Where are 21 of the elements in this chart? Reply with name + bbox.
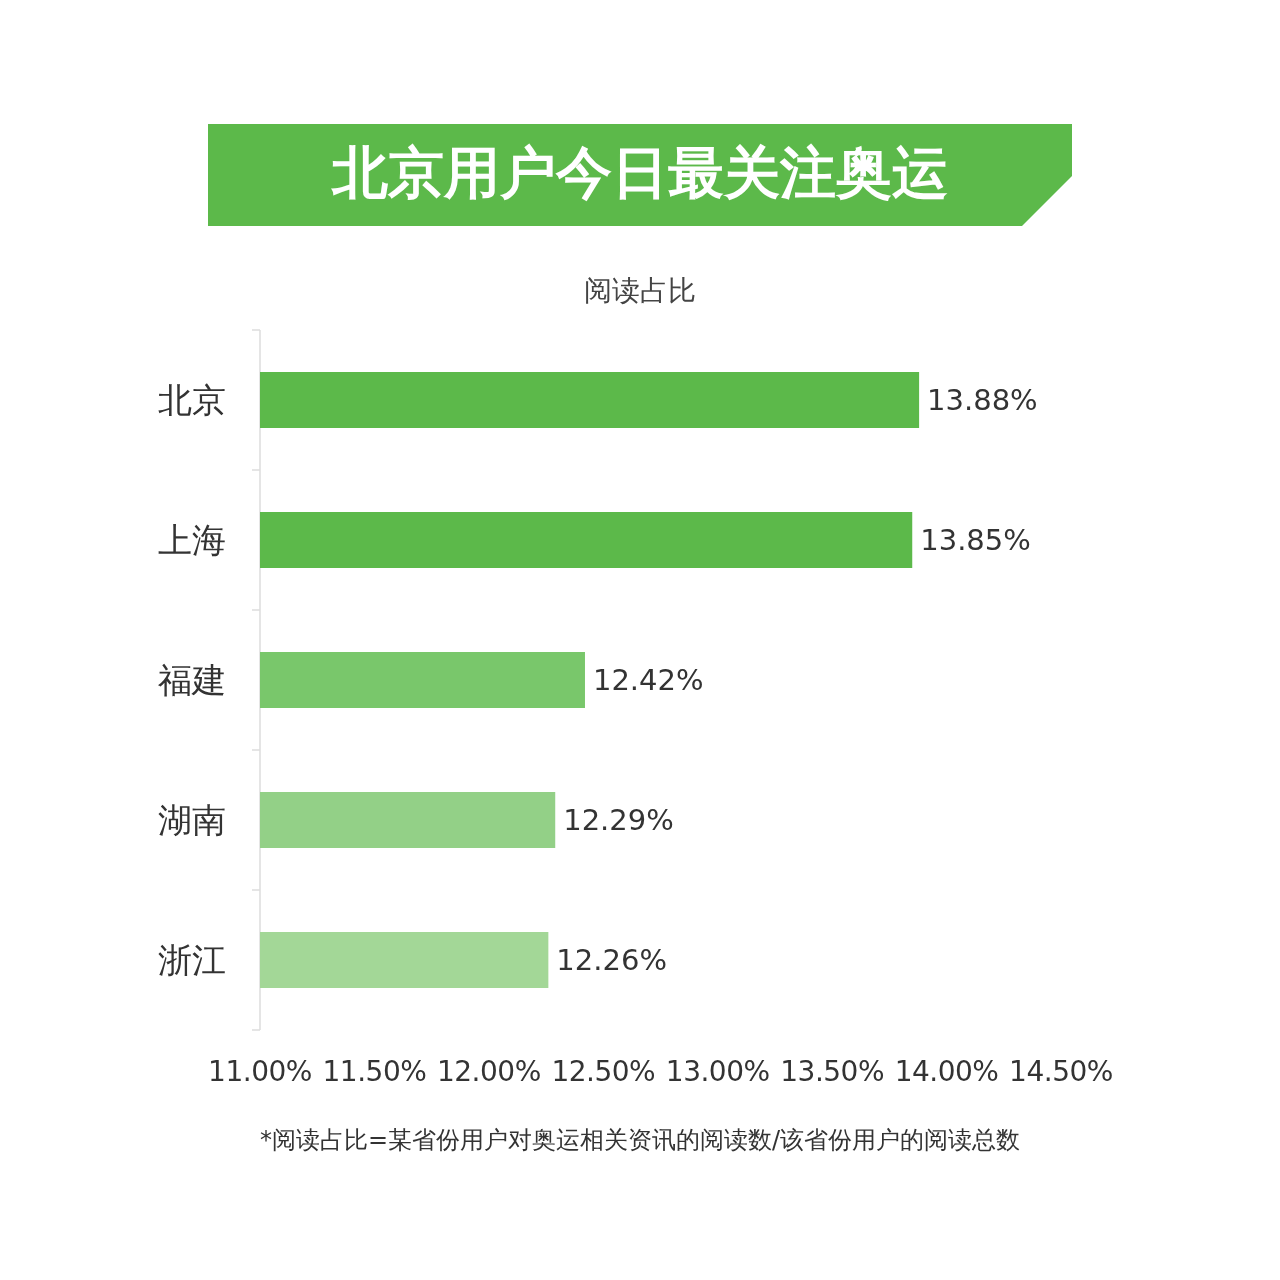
chart-subtitle: 阅读占比 bbox=[584, 274, 696, 307]
x-tick-label: 14.00% bbox=[894, 1055, 999, 1088]
data-label: 12.29% bbox=[563, 803, 674, 837]
text: *阅读占比=某省份用户对奥运相关资讯的阅读数/该省份用户的阅读总数 bbox=[259, 1126, 1021, 1154]
x-tick-label: 11.50% bbox=[322, 1055, 427, 1088]
data-label: 12.26% bbox=[556, 943, 667, 977]
y-tick-label: 浙江 bbox=[158, 940, 226, 980]
x-tick-label: 12.00% bbox=[436, 1055, 541, 1088]
x-tick-label: 13.00% bbox=[665, 1055, 770, 1088]
x-tick-label: 13.50% bbox=[780, 1055, 885, 1088]
y-tick-label: 北京 bbox=[158, 380, 226, 420]
chart-title: 北京用户今日最关注奥运 bbox=[331, 140, 948, 205]
x-tick-label: 12.50% bbox=[551, 1055, 656, 1088]
x-tick-label: 14.50% bbox=[1009, 1055, 1113, 1088]
data-label: 13.85% bbox=[920, 523, 1031, 557]
data-label: 12.42% bbox=[592, 663, 704, 697]
y-tick-label: 福建 bbox=[158, 660, 226, 700]
x-tick-label: 11.00% bbox=[208, 1055, 312, 1088]
data-label: 13.88% bbox=[927, 383, 1038, 417]
y-tick-label: 湖南 bbox=[158, 800, 226, 840]
y-tick-label: 上海 bbox=[158, 520, 226, 560]
